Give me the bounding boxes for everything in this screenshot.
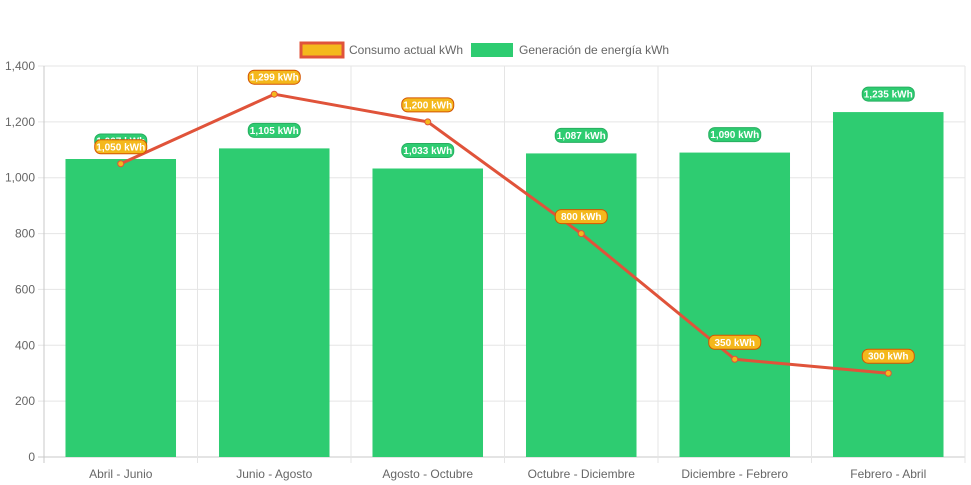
x-tick-label: Abril - Junio bbox=[89, 467, 153, 481]
y-tick-label: 400 bbox=[15, 338, 35, 352]
bar-value-label-bg bbox=[708, 127, 762, 143]
y-tick-label: 1,200 bbox=[5, 115, 35, 129]
bar-value-label: 1,235 kWh bbox=[864, 90, 913, 101]
line-value-label: 800 kWh bbox=[561, 212, 602, 223]
legend-label-generacion: Generación de energía kWh bbox=[519, 43, 669, 57]
x-tick-label: Junio - Agosto bbox=[236, 467, 312, 481]
bar-value-label-bg bbox=[247, 122, 301, 138]
legend-label-consumo: Consumo actual kWh bbox=[349, 43, 463, 57]
line-value-label-bg bbox=[861, 348, 915, 364]
axes: 0 200 400 600 800 1,000 1,200 1,400 Abril - Juni… bbox=[5, 59, 926, 481]
y-tick-label: 600 bbox=[15, 282, 35, 296]
y-tick-label: 200 bbox=[15, 394, 35, 408]
line-value-label-bg bbox=[401, 97, 455, 113]
legend-swatch-consumo bbox=[299, 41, 345, 59]
line-value-label: 350 kWh bbox=[714, 338, 755, 349]
bar-value-label-bg bbox=[401, 142, 455, 158]
bar-value-label-bg bbox=[861, 86, 915, 102]
grid bbox=[38, 65, 966, 463]
line-value-label-bg bbox=[94, 139, 148, 155]
y-tick-label: 0 bbox=[28, 450, 35, 464]
bar-series bbox=[65, 112, 944, 458]
bar bbox=[65, 159, 177, 457]
line-value-label-bg bbox=[554, 209, 608, 225]
x-tick-label: Agosto - Octubre bbox=[382, 467, 473, 481]
legend-swatch-generacion bbox=[471, 43, 513, 57]
x-tick-label: Febrero - Abril bbox=[850, 467, 926, 481]
y-tick-label: 1,400 bbox=[5, 59, 35, 73]
bar bbox=[372, 168, 484, 457]
bar bbox=[218, 148, 330, 457]
bar bbox=[832, 112, 944, 457]
line-value-label: 1,299 kWh bbox=[250, 73, 299, 84]
x-tick-label: Octubre - Diciembre bbox=[528, 467, 636, 481]
bar-value-label-bg bbox=[554, 127, 608, 143]
line-value-label: 1,050 kWh bbox=[96, 142, 145, 153]
y-tick-label: 800 bbox=[15, 227, 35, 241]
line-value-label: 300 kWh bbox=[868, 352, 909, 363]
line-path bbox=[120, 92, 889, 375]
line-point bbox=[270, 90, 278, 98]
line-point bbox=[117, 160, 125, 168]
line-point bbox=[884, 369, 892, 377]
legend[interactable]: Consumo actual kWh Generación de energía … bbox=[299, 41, 669, 59]
y-tick-label: 1,000 bbox=[5, 171, 35, 185]
bar-value-label: 1,090 kWh bbox=[710, 130, 759, 141]
bar-value-label: 1,033 kWh bbox=[403, 146, 452, 157]
line-value-label-bg bbox=[708, 334, 762, 350]
line-value-label: 1,200 kWh bbox=[403, 100, 452, 111]
line-point bbox=[424, 118, 432, 126]
bar bbox=[679, 152, 791, 458]
x-tick-label: Diciembre - Febrero bbox=[681, 467, 788, 481]
line-series bbox=[117, 90, 892, 377]
line-value-label-bg bbox=[247, 69, 301, 85]
bar bbox=[525, 153, 637, 457]
bar-value-label: 1,087 kWh bbox=[557, 131, 606, 142]
line-point bbox=[731, 355, 739, 363]
bar-value-label: 1,105 kWh bbox=[250, 126, 299, 137]
line-point bbox=[577, 230, 585, 238]
